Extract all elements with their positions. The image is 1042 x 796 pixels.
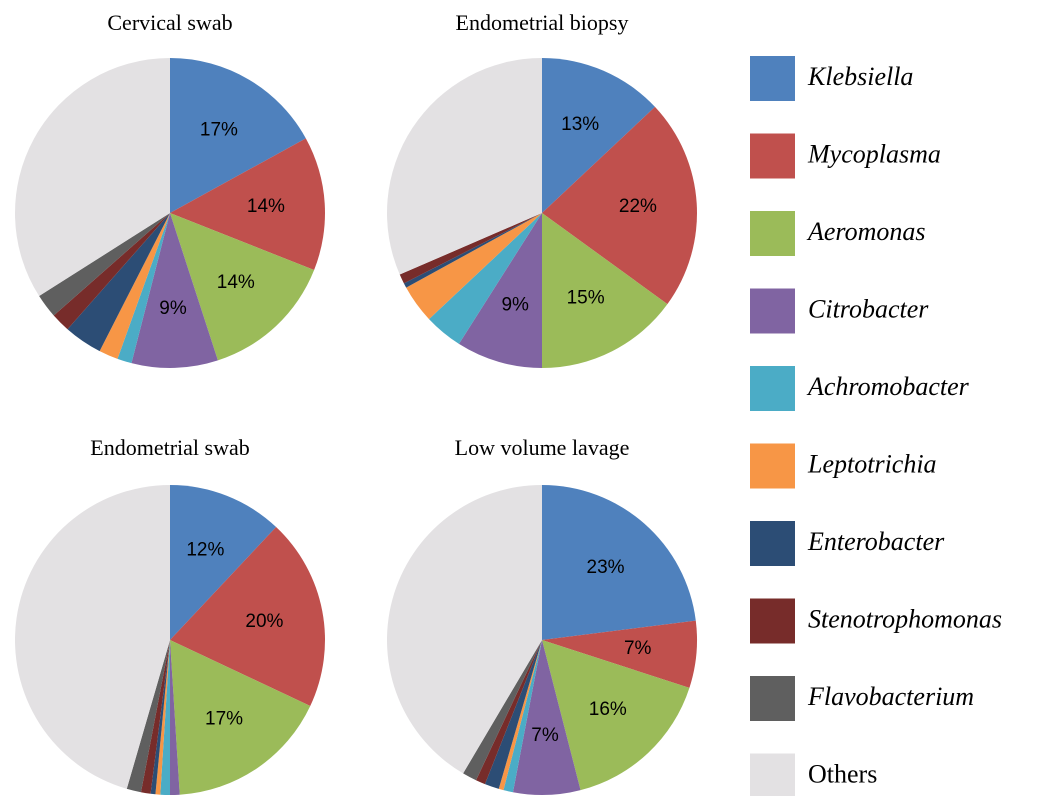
pie-slice xyxy=(53,213,170,330)
legend-label: Others xyxy=(808,759,877,788)
pie-slice xyxy=(484,640,542,789)
legend-label: Aeromonas xyxy=(806,217,925,246)
pie-slice xyxy=(386,485,542,774)
value-label: 13% xyxy=(561,114,599,135)
legend-swatch xyxy=(750,598,795,644)
pie-slice xyxy=(155,640,170,795)
chart-title: Cervical swab xyxy=(107,10,232,35)
pie-slice xyxy=(170,640,311,795)
legend-swatch xyxy=(750,753,795,796)
legend-swatch xyxy=(750,676,795,721)
pie-slice xyxy=(476,640,542,785)
pie-slice xyxy=(170,58,306,213)
pie-slice xyxy=(542,640,690,791)
legend-swatch xyxy=(750,288,795,334)
legend-swatch xyxy=(750,56,795,101)
value-label: 12% xyxy=(186,540,224,561)
pie-slice xyxy=(170,640,180,795)
pie-slice xyxy=(170,527,325,706)
pie-slice xyxy=(160,640,170,795)
chart-title: Endometrial swab xyxy=(90,435,249,460)
legend-swatch xyxy=(750,211,795,256)
pie-slice xyxy=(406,213,542,320)
pie-slice xyxy=(542,213,668,368)
pie-slice xyxy=(542,620,698,688)
pie-slice xyxy=(429,213,542,344)
pie-slice xyxy=(170,138,325,271)
pie-slice xyxy=(542,58,655,213)
legend-label: Klebsiella xyxy=(807,62,913,91)
pie-slice xyxy=(463,640,542,781)
pie-slice xyxy=(67,213,170,352)
chart-title: Low volume lavage xyxy=(455,435,630,460)
pie-slice xyxy=(542,485,696,640)
value-label: 7% xyxy=(531,725,559,746)
pie-slice xyxy=(170,485,277,640)
pie-slice xyxy=(140,640,170,794)
legend-label: Leptotrichia xyxy=(807,449,937,478)
legend-label: Stenotrophomonas xyxy=(808,604,1002,633)
pie-slice xyxy=(512,640,581,795)
value-label: 14% xyxy=(247,196,285,217)
pie-slice xyxy=(498,640,542,791)
value-label: 9% xyxy=(501,294,529,315)
pie-slice xyxy=(170,213,315,361)
pie-slice xyxy=(126,640,170,793)
pie-slice xyxy=(399,213,542,284)
value-label: 15% xyxy=(567,288,605,309)
legend-swatch xyxy=(750,133,795,179)
legend-label: Enterobacter xyxy=(807,527,945,556)
pie-slice xyxy=(117,213,170,364)
legend-label: Citrobacter xyxy=(808,294,929,323)
legend-swatch xyxy=(750,443,795,489)
pie-slice xyxy=(39,213,170,316)
chart-title: Endometrial biopsy xyxy=(456,10,629,35)
value-label: 22% xyxy=(619,196,657,217)
pie-slice xyxy=(99,213,170,359)
pie-slice xyxy=(150,640,170,795)
legend-swatch xyxy=(750,366,795,411)
pie-slice xyxy=(458,213,542,368)
value-label: 9% xyxy=(159,298,187,319)
value-label: 14% xyxy=(217,272,255,293)
pie-slice xyxy=(542,106,697,305)
value-label: 17% xyxy=(205,708,243,729)
legend-label: Mycoplasma xyxy=(807,139,941,168)
pie-slice xyxy=(403,213,542,288)
legend-label: Flavobacterium xyxy=(807,682,974,711)
legend-label: Achromobacter xyxy=(806,372,970,401)
legend-swatch xyxy=(750,521,795,566)
value-label: 17% xyxy=(200,119,238,140)
pie-slice xyxy=(131,213,218,369)
value-label: 16% xyxy=(589,699,627,720)
pie-slice xyxy=(14,485,170,789)
value-label: 7% xyxy=(624,638,652,659)
value-label: 20% xyxy=(245,611,283,632)
value-label: 23% xyxy=(587,557,625,578)
pie-slice xyxy=(387,58,542,275)
pie-slice xyxy=(15,58,171,297)
pie-slice xyxy=(503,640,542,793)
